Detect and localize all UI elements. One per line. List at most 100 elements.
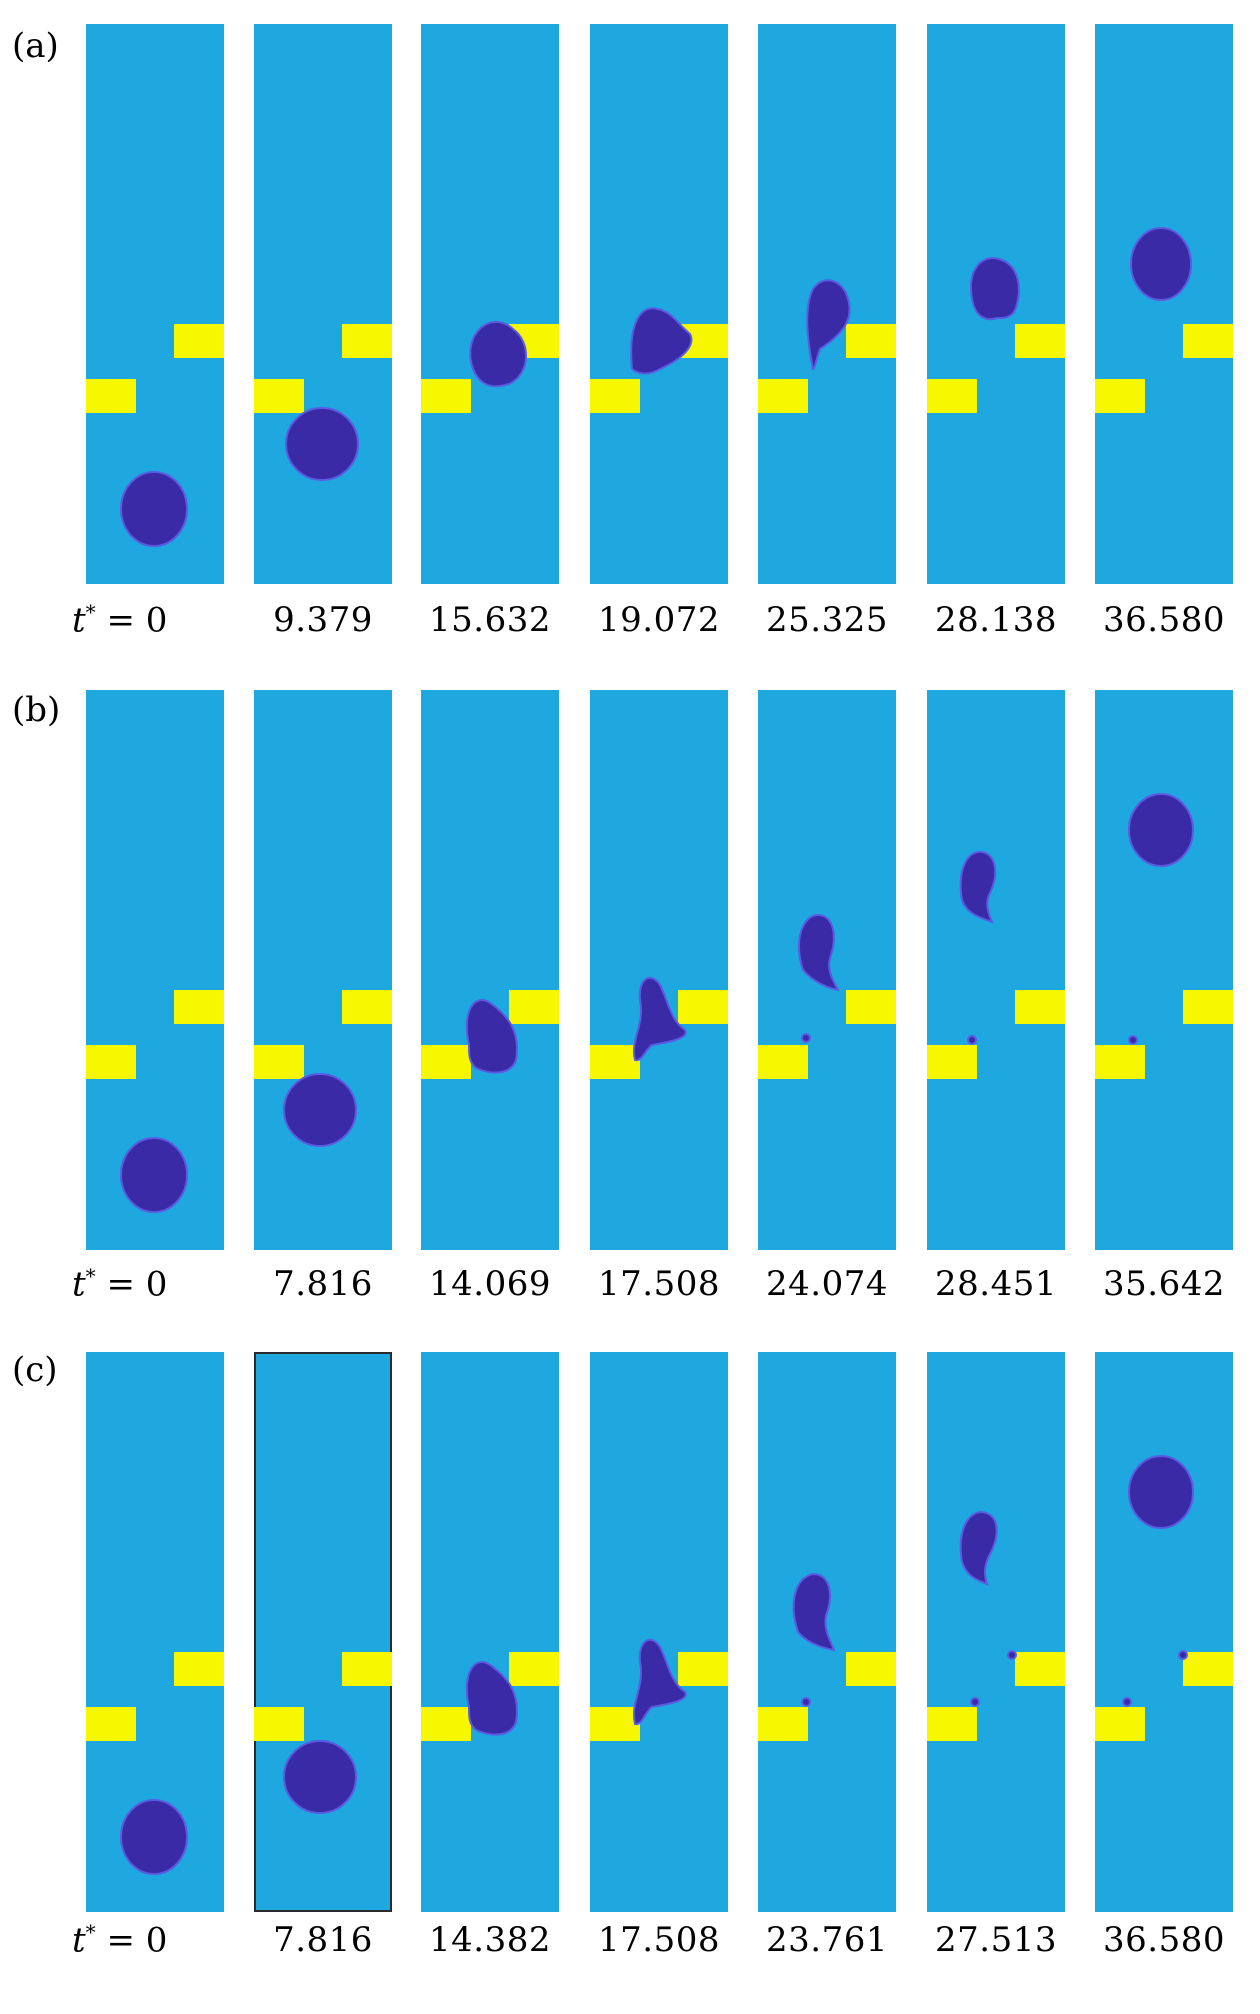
upper-obstacle (1183, 1652, 1233, 1686)
upper-obstacle (678, 990, 728, 1024)
lower-obstacle (1095, 379, 1145, 413)
panel-label-b: (b) (12, 690, 61, 730)
snapshot-frame (758, 690, 896, 1250)
droplet (1007, 1650, 1017, 1660)
lower-obstacle (1095, 1707, 1145, 1741)
snapshot-drawing (254, 324, 392, 481)
lower-obstacle (86, 379, 136, 413)
snapshot-frame (254, 24, 392, 584)
droplet (970, 1697, 980, 1707)
snapshot-drawing (254, 1652, 392, 1814)
snapshot-frame (927, 1352, 1065, 1912)
upper-obstacle (1015, 1652, 1065, 1686)
snapshot-frame (927, 690, 1065, 1250)
snapshot-drawing (1095, 793, 1233, 1079)
lower-obstacle (254, 379, 304, 413)
time-label: 19.072 (598, 600, 720, 640)
snapshot-frame (1095, 1352, 1233, 1912)
droplet (120, 1799, 188, 1875)
snapshot-frame (86, 690, 224, 1250)
upper-obstacle (342, 1652, 392, 1686)
snapshot-frame (590, 690, 728, 1250)
snapshot-drawing (927, 1510, 1065, 1741)
droplet (120, 1137, 188, 1213)
lower-obstacle (254, 1045, 304, 1079)
snapshot-drawing (86, 324, 224, 547)
snapshot-frame (254, 690, 392, 1250)
upper-obstacle (342, 990, 392, 1024)
droplet (283, 1740, 357, 1814)
snapshot-drawing (421, 1652, 559, 1741)
droplet (469, 320, 527, 388)
snapshot-frame (590, 24, 728, 584)
time-label: 27.513 (935, 1920, 1057, 1960)
droplet (792, 1572, 836, 1652)
snapshot-frame (1095, 24, 1233, 584)
droplet (967, 1035, 977, 1045)
time-label: 28.451 (935, 1264, 1057, 1304)
lower-obstacle (590, 1707, 640, 1741)
time-label: 36.580 (1103, 600, 1225, 640)
time-label: 17.508 (598, 1920, 720, 1960)
time-label: 24.074 (766, 1264, 888, 1304)
snapshot-frame (927, 24, 1065, 584)
time-label: 17.508 (598, 1264, 720, 1304)
time-label-initial: t* = 0 (72, 1920, 168, 1961)
time-label: 7.816 (273, 1264, 373, 1304)
upper-obstacle (174, 1652, 224, 1686)
droplet (1128, 1035, 1138, 1045)
droplet (283, 1073, 357, 1147)
snapshot-frame (86, 1352, 224, 1912)
droplet (630, 307, 693, 375)
snapshot-drawing (590, 976, 728, 1079)
snapshot-drawing (421, 320, 559, 413)
droplet (285, 407, 359, 481)
time-label: 7.816 (273, 1920, 373, 1960)
upper-obstacle (174, 990, 224, 1024)
droplet (633, 976, 687, 1062)
time-label: 25.325 (766, 600, 888, 640)
upper-obstacle (1183, 324, 1233, 358)
snapshot-frame (86, 24, 224, 584)
lower-obstacle (758, 1707, 808, 1741)
snapshot-frame (421, 24, 559, 584)
time-label: 23.761 (766, 1920, 888, 1960)
upper-obstacle (509, 1652, 559, 1686)
time-label-initial: t* = 0 (72, 600, 168, 641)
snapshot-frame (758, 1352, 896, 1912)
snapshot-drawing (86, 1652, 224, 1875)
lower-obstacle (590, 1045, 640, 1079)
lower-obstacle (421, 1707, 471, 1741)
time-label: 14.382 (429, 1920, 551, 1960)
droplet (465, 1661, 518, 1736)
upper-obstacle (1183, 990, 1233, 1024)
droplet (801, 1697, 811, 1707)
droplet (1128, 793, 1194, 867)
time-label: 36.580 (1103, 1920, 1225, 1960)
upper-obstacle (174, 324, 224, 358)
upper-obstacle (846, 324, 896, 358)
droplet (1122, 1697, 1132, 1707)
snapshot-frame (421, 690, 559, 1250)
snapshot-drawing (590, 307, 728, 413)
snapshot-frame (1095, 690, 1233, 1250)
droplet (798, 913, 840, 992)
lower-obstacle (758, 379, 808, 413)
time-label: 35.642 (1103, 1264, 1225, 1304)
snapshot-drawing (927, 850, 1065, 1079)
snapshot-drawing (927, 257, 1065, 413)
droplet (633, 1638, 687, 1726)
droplet (1130, 227, 1192, 301)
snapshot-drawing (1095, 227, 1233, 413)
snapshot-drawing (758, 913, 896, 1079)
upper-obstacle (846, 990, 896, 1024)
time-label: 14.069 (429, 1264, 551, 1304)
lower-obstacle (421, 379, 471, 413)
droplet (1128, 1455, 1194, 1529)
snapshot-drawing (758, 279, 896, 413)
snapshot-drawing (421, 990, 559, 1079)
droplet (970, 257, 1020, 321)
snapshot-frame (254, 1352, 392, 1912)
snapshot-drawing (254, 990, 392, 1147)
snapshot-drawing (1095, 1455, 1233, 1741)
